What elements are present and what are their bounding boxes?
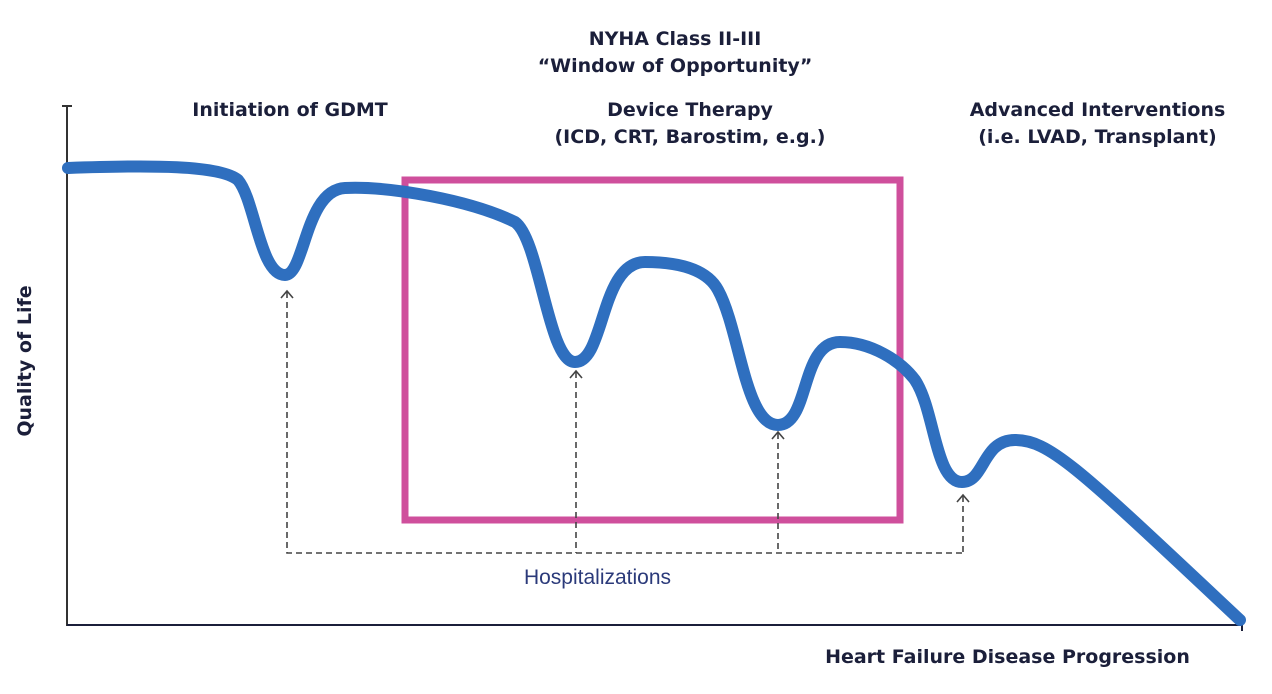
nyha-class: NYHA Class II-III bbox=[588, 28, 762, 50]
stage-title: Initiation of GDMT bbox=[192, 99, 388, 121]
arrowheads bbox=[280, 289, 970, 503]
stage-subtitle: (ICD, CRT, Barostim, e.g.) bbox=[554, 126, 826, 148]
hospitalization-arrows bbox=[286, 292, 964, 554]
nyha-header: NYHA Class II-III “Window of Opportunity… bbox=[510, 26, 840, 80]
stage-subtitle: (i.e. LVAD, Transplant) bbox=[978, 126, 1217, 148]
y-axis-label: Quality of Life bbox=[14, 285, 36, 437]
hospitalizations-label: Hospitalizations bbox=[523, 566, 672, 589]
stage-device-therapy: Device Therapy (ICD, CRT, Barostim, e.g.… bbox=[505, 97, 875, 151]
stage-gdmt: Initiation of GDMT bbox=[140, 97, 440, 124]
x-axis-label: Heart Failure Disease Progression bbox=[825, 646, 1190, 668]
stage-title: Device Therapy bbox=[607, 99, 773, 121]
stage-advanced: Advanced Interventions (i.e. LVAD, Trans… bbox=[930, 97, 1265, 151]
window-of-opportunity-box bbox=[401, 176, 904, 524]
quality-of-life-curve bbox=[62, 160, 1246, 626]
window-of-opportunity: “Window of Opportunity” bbox=[537, 55, 813, 77]
stage-title: Advanced Interventions bbox=[969, 99, 1226, 121]
